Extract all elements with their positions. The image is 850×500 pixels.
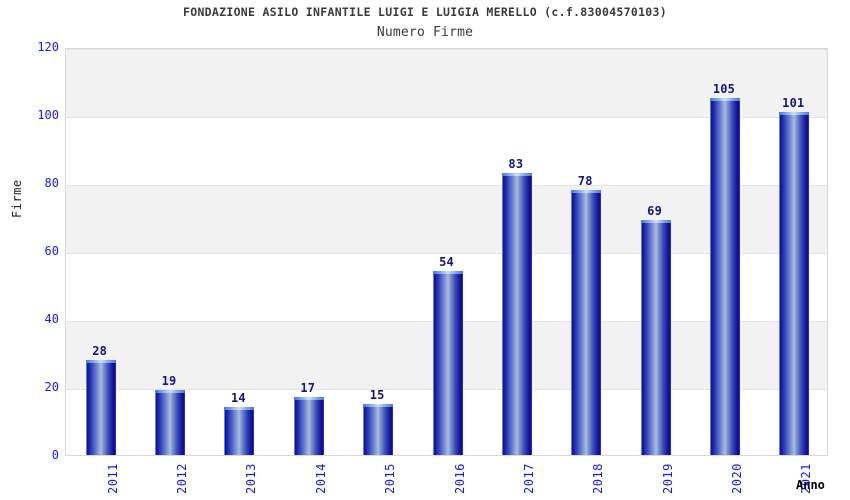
bar[interactable] <box>363 404 394 455</box>
gridline <box>66 49 827 50</box>
bar[interactable] <box>640 220 671 455</box>
bar[interactable] <box>85 359 116 455</box>
bar[interactable] <box>779 111 810 455</box>
x-axis-tick-label: 2011 <box>105 463 120 494</box>
bars-layer <box>66 49 827 455</box>
bar-value-label: 101 <box>782 95 805 110</box>
bar-top-cap <box>293 397 324 401</box>
bar-edge-right <box>600 189 602 455</box>
bar-edge-left <box>640 220 642 455</box>
bar-edge-left <box>779 111 781 455</box>
bar-edge-right <box>184 390 186 455</box>
bar-top-cap <box>155 390 186 394</box>
y-axis-tick-label: 60 <box>44 244 59 258</box>
bar-value-label: 15 <box>369 388 385 402</box>
bar[interactable] <box>224 407 255 455</box>
x-axis-tick-label: 2014 <box>313 463 328 494</box>
bar-value-label: 105 <box>712 82 736 96</box>
bar-edge-left <box>571 189 573 455</box>
bar-edge-left <box>224 407 226 455</box>
background-band <box>66 49 827 117</box>
bar-value-label: 78 <box>577 173 593 188</box>
bar-value-label: 69 <box>647 204 662 219</box>
bar-top-cap <box>640 220 671 224</box>
bar-edge-right <box>808 111 810 455</box>
background-band <box>66 185 827 253</box>
bar[interactable] <box>293 397 324 455</box>
bar-edge-left <box>709 98 711 455</box>
gridline <box>66 253 827 254</box>
bar-top-cap <box>363 404 394 407</box>
bar[interactable] <box>709 98 740 455</box>
bar-top-cap <box>501 172 532 176</box>
bar-edge-right <box>738 98 740 455</box>
y-axis-ticks: 0 20 40 60 80 100 120 <box>0 40 59 462</box>
gridline <box>66 185 827 186</box>
bar-top-cap <box>432 271 463 275</box>
chart-title: FONDAZIONE ASILO INFANTILE LUIGI E LUIGI… <box>183 5 667 19</box>
bar-value-label: 19 <box>161 374 177 389</box>
bar[interactable] <box>571 189 602 455</box>
bar-edge-right <box>669 220 671 455</box>
bar-edge-left <box>432 271 434 455</box>
y-axis-tick-label: 0 <box>51 448 59 462</box>
y-axis-tick-label: 120 <box>37 40 59 54</box>
x-axis-ticks: 2011 2012 2013 2014 2015 2016 2017 2018 2019 2020… <box>65 458 828 500</box>
bar-edge-right <box>530 172 532 455</box>
x-axis-tick-label: 2015 <box>383 463 398 494</box>
bar-value-label: 17 <box>300 381 316 396</box>
gridline <box>66 117 827 118</box>
bar-edge-left <box>363 404 365 455</box>
x-axis-tick-label: 2016 <box>452 463 467 494</box>
y-axis-tick-label: 20 <box>44 380 59 394</box>
bar[interactable] <box>432 271 463 455</box>
bar-edge-right <box>392 404 394 455</box>
y-axis-tick-label: 80 <box>44 176 59 190</box>
bar-top-cap <box>224 407 255 411</box>
bar-top-cap <box>571 189 602 193</box>
bar-value-label: 28 <box>92 343 108 358</box>
y-axis-tick-label: 40 <box>44 312 59 326</box>
bar-edge-right <box>322 397 324 455</box>
bar-top-cap <box>85 359 116 363</box>
bar-top-cap <box>779 111 810 115</box>
x-axis-tick-label: 2018 <box>591 463 606 494</box>
x-axis-tick-label: 2017 <box>521 463 536 494</box>
x-axis-tick-label: 2019 <box>660 463 675 494</box>
bar-top-cap <box>709 98 740 101</box>
bar[interactable] <box>155 390 186 455</box>
bar-value-label: 54 <box>439 255 454 270</box>
bar-edge-right <box>461 271 463 455</box>
bar-edge-right <box>114 359 116 455</box>
bar-edge-right <box>253 407 255 455</box>
y-axis-label: Firme <box>10 179 24 218</box>
chart-subtitle: Numero Firme <box>376 25 474 40</box>
x-axis-tick-label: 2012 <box>175 463 190 494</box>
bar-edge-left <box>501 172 503 455</box>
x-axis-label: Anno <box>796 478 825 492</box>
bar-edge-left <box>155 390 157 455</box>
bar[interactable] <box>501 172 532 455</box>
x-axis-tick-label: 2013 <box>244 463 259 494</box>
plot-area <box>65 48 828 456</box>
x-axis-tick-label: 2020 <box>729 463 744 494</box>
y-axis-tick-label: 100 <box>37 108 59 122</box>
bar-edge-left <box>85 359 87 455</box>
bar-edge-left <box>293 397 295 455</box>
bar-value-label: 83 <box>508 156 524 171</box>
bar-value-label: 14 <box>230 391 246 406</box>
